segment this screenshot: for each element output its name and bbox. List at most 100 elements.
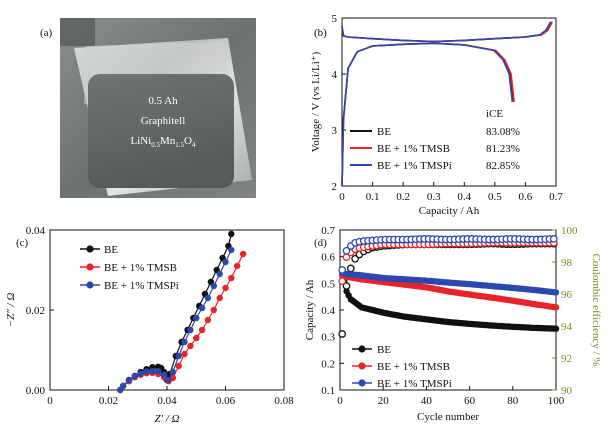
chart-c-series-2-point-9: [165, 376, 172, 384]
panel-a: (a) 0.5 Ah Graphitell LiNi0.5M: [40, 18, 256, 198]
chart-d-series-0-ce-point-5: [346, 264, 355, 273]
chart-d-xtick-label-1: 20: [378, 395, 390, 407]
chart-c-series-0-point-23: [228, 230, 235, 238]
chart-c-series-1-point-20: [228, 274, 235, 282]
photo-capacity-text: 0.5 Ah: [148, 95, 178, 107]
chart-b-series-2-charge-line: [341, 21, 552, 43]
chart-b-legend-header: iCE: [486, 108, 503, 120]
chart-d-ytick-label-6: 0.7: [321, 225, 335, 237]
chart-c-ytick-label-0: 0.00: [26, 385, 46, 397]
chart-b-legend-label-1: BE + 1% TMSB: [377, 143, 450, 155]
chart-c-legend-label-0: BE: [104, 244, 118, 256]
chart-b-xtick-label-5: 0.5: [488, 191, 502, 203]
chart-d-y2tick-label-5: 100: [561, 225, 578, 237]
chart-d-ytick-label-1: 0.2: [321, 358, 335, 370]
chart-c-legend-marker-2: [86, 281, 94, 289]
chart-c-xtick-label-0: 0: [47, 395, 53, 407]
chart-c-ytick-label-1: 0.02: [26, 305, 45, 317]
chart-d-xtick-label-4: 80: [507, 395, 519, 407]
chart-d-ytick-label-3: 0.4: [321, 305, 335, 317]
chart-d-y2tick-label-1: 92: [561, 353, 572, 365]
chart-c-series-2-point-17: [210, 282, 217, 290]
chart-d-legend-label-0: BE: [377, 344, 391, 356]
chart-b-legend-value-0: 83.08%: [486, 126, 520, 138]
chart-d-ylabel: Capacity / Ah: [304, 279, 316, 340]
chart-b-ytick-label-1: 3: [332, 125, 338, 137]
chart-c-series-1-point-17: [210, 306, 217, 314]
chart-c-legend-marker-0: [86, 245, 94, 253]
chart-c-series-2-point-13: [187, 326, 194, 334]
chart-b-ylabel: Voltage / V (vs Li/Li⁺): [310, 51, 322, 152]
chart-b-legend: iCE BE 83.08% BE + 1% TMSB 81.23% BE + 1…: [350, 108, 520, 172]
chart-b-legend-value-2: 82.85%: [486, 160, 520, 172]
chart-d-y2tick-label-3: 96: [561, 289, 573, 301]
chart-b-ytick-label-2: 4: [332, 69, 338, 81]
photo-cathode-formula: LiNi0.5Mn1.5O4: [130, 135, 196, 149]
chart-d-y2label: Coulombic efficiency / %: [590, 253, 602, 366]
chart-d-ytick-label-5: 0.6: [321, 252, 335, 264]
chart-c-series-1-point-14: [193, 334, 200, 342]
chart-b-legend-label-0: BE: [377, 126, 391, 138]
chart-c-legend: BE BE + 1% TMSB BE + 1% TMSPi: [80, 244, 179, 292]
chart-c-series-1-point-11: [175, 362, 182, 370]
chart-d-series-1-ce-point-1: [338, 277, 347, 286]
chart-d-series-0-ce-point-1: [338, 330, 347, 338]
chart-c-series-2-point-10: [169, 368, 177, 376]
panel-b-label: (b): [314, 27, 327, 39]
chart-d-legend-label-1: BE + 1% TMSB: [377, 361, 450, 373]
chart-b-xlabel: Capacity / Ah: [419, 205, 480, 217]
chart-d-xtick-label-2: 40: [421, 395, 433, 407]
chart-c-series-1-point-13: [187, 342, 194, 350]
chart-c-series-2-point-14: [193, 314, 200, 322]
chart-c-ylabel: −Z″ / Ω: [5, 293, 17, 328]
chart-b-series-2-discharge-line: [341, 42, 514, 187]
chart-c-series-2-point-20: [228, 246, 235, 254]
chart-c-legend-label-1: BE + 1% TMSB: [104, 262, 177, 274]
chart-d-legend-label-2: BE + 1% TMSPi: [377, 378, 452, 390]
chart-c-series-2-point-6: [149, 367, 156, 374]
chart-b-xtick-label-7: 0.7: [549, 191, 563, 203]
chart-d-xtick-label-0: 0: [337, 395, 343, 407]
chart-d-y2tick-label-0: 90: [561, 385, 573, 397]
panel-c: (c) 0 0.02 0.04 0.06 0.08 0.00 0.02 0.04 Z′ / Ω…: [5, 225, 294, 425]
chart-b-ytick-label-0: 2: [332, 181, 338, 193]
chart-d-xtick-label-5: 100: [548, 395, 565, 407]
chart-c-series-2-point-19: [222, 258, 229, 266]
chart-c-series-2-point-5: [143, 368, 150, 375]
chart-c-series-2-point-3: [131, 373, 138, 380]
chart-d-series-0-ce-point-3: [342, 282, 351, 290]
chart-c-series-2-point-16: [204, 294, 212, 302]
chart-c-legend-label-2: BE + 1% TMSPi: [104, 280, 179, 292]
chart-d-y2tick-label-2: 94: [561, 321, 573, 333]
chart-b-xtick-label-2: 0.2: [396, 191, 410, 203]
chart-c-series-2-point-11: [175, 352, 182, 360]
chart-c-xlabel: Z′ / Ω: [154, 413, 179, 425]
chart-c-series-2-point-8: [160, 371, 168, 378]
chart-d-legend: BE BE + 1% TMSB BE + 1% TMSPi: [352, 344, 452, 390]
panel-b: (b) 0 0.1 0.2 0.3 0.4 0.5 0.6 0.7 2 3 4 5 Capacity …: [310, 13, 563, 217]
chart-b-ytick-label-3: 5: [332, 13, 338, 25]
photo-anode-text: Graphitell: [141, 115, 186, 127]
chart-b-xtick-label-3: 0.3: [427, 191, 441, 203]
chart-d-xlabel: Cycle number: [417, 411, 479, 423]
panel-d: (d) 0 20 40 60 80 100 0.1 0.2 0.3 0.4 0.5 0.6 0.7 90 9…: [304, 225, 602, 423]
chart-c-series-1-point-21: [234, 262, 241, 270]
panel-c-label: (c): [16, 237, 29, 249]
chart-d-series-2-ce-point-3: [342, 246, 351, 255]
chart-c-series-2-point-1: [119, 382, 127, 390]
chart-c-series-1-point-16: [204, 316, 212, 324]
chart-c-xtick-label-3: 0.06: [216, 395, 236, 407]
chart-d-ytick-label-0: 0.1: [321, 385, 335, 397]
chart-d-ytick-label-2: 0.3: [321, 332, 335, 344]
chart-c-series-1-point-15: [198, 326, 206, 334]
pouch-cell-body: [88, 74, 234, 188]
chart-b-xtick-label-0: 0: [339, 191, 345, 203]
chart-c-series-1-point-18: [216, 294, 223, 302]
chart-c-series-2-point-7: [155, 368, 162, 375]
chart-c-series-2-point-18: [216, 270, 223, 278]
chart-b-xtick-label-6: 0.6: [519, 191, 533, 203]
chart-b-xtick-label-1: 0.1: [366, 191, 380, 203]
chart-b-xtick-label-4: 0.4: [457, 191, 471, 203]
chart-d-legend-marker-1: [358, 362, 366, 370]
